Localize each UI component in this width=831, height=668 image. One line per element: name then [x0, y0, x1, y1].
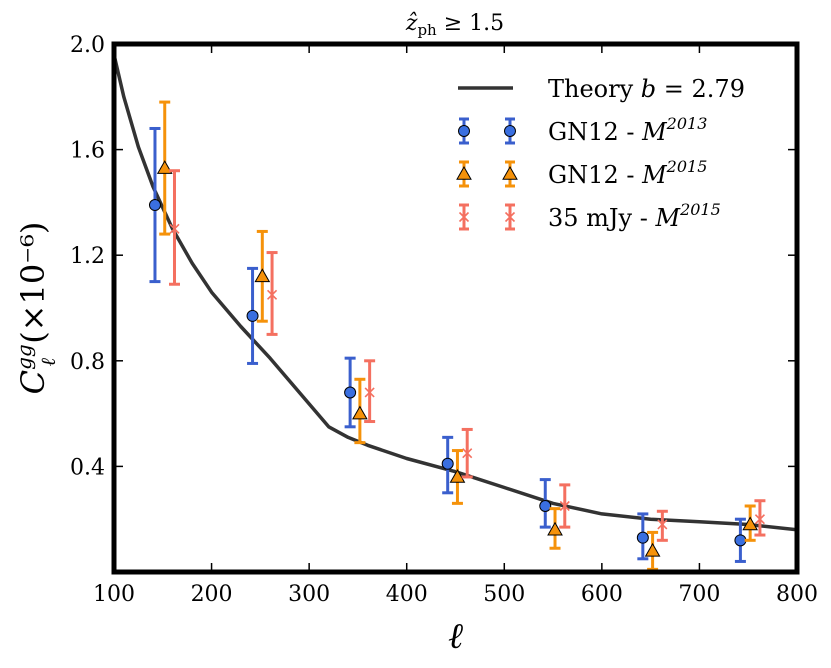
data-point [441, 457, 454, 470]
data-point [156, 160, 173, 174]
data-point [267, 289, 278, 300]
legend-marker [456, 165, 472, 180]
x-tick-label: 200 [191, 582, 233, 607]
data-point [169, 223, 180, 234]
y-axis-label: Cggℓ (×10⁻⁶) [12, 222, 60, 395]
data-point [636, 531, 649, 544]
series-3 [168, 169, 766, 542]
error-bar [168, 169, 180, 286]
x-tick-label: 800 [776, 582, 818, 607]
x-tick-label: 100 [93, 582, 135, 607]
legend-label: GN12 - M2013 [548, 114, 707, 146]
data-point [352, 405, 368, 420]
data-point [644, 542, 661, 557]
y-tick-label: 1.6 [70, 139, 105, 164]
x-tick-label: 500 [483, 582, 525, 607]
axes: 100 200 300 400 500 600 700 800 0.4 0.8 1.2 1.6 2.0 [70, 33, 818, 607]
legend-marker [504, 125, 516, 137]
plot-area [114, 52, 797, 571]
data-point [742, 516, 759, 531]
data-point [547, 521, 563, 536]
error-bar [754, 499, 766, 537]
legend-marker [504, 211, 516, 223]
data-point [148, 199, 161, 212]
legend-item-theory: Theory b = 2.79 [458, 75, 745, 103]
data-point [254, 268, 271, 283]
error-bar [266, 251, 278, 336]
y-tick-label: 0.8 [70, 350, 105, 375]
legend: Theory b = 2.79 GN12 - M2013 GN12 - M2015 3… [456, 75, 745, 232]
plot-frame [111, 41, 800, 575]
data-point [449, 468, 466, 483]
series-2 [156, 100, 759, 571]
data-point [462, 448, 473, 459]
data-point [559, 500, 570, 512]
legend-label: 35 mJy - M2015 [548, 200, 721, 232]
legend-marker [502, 165, 518, 180]
x-tick-label: 400 [386, 582, 428, 607]
legend-marker [458, 125, 470, 137]
x-tick-label: 700 [678, 582, 720, 607]
y-tick-label: 1.2 [70, 244, 105, 269]
error-bar [656, 509, 668, 542]
y-tick-label: 0.4 [70, 455, 105, 480]
axis-labels: ẑph ≥ 1.5 ℓ Cggℓ (×10⁻⁶) [12, 11, 504, 657]
series-1 [148, 126, 747, 563]
data-point [364, 387, 375, 398]
legend-label: GN12 - M2015 [548, 157, 707, 189]
data-point [657, 519, 668, 530]
data-point [344, 386, 357, 399]
x-axis-label: ℓ [448, 616, 463, 657]
error-bar [364, 359, 376, 424]
theory-curve [114, 52, 797, 532]
legend-item-3: 35 mJy - M2015 [458, 200, 721, 232]
x-tick-label: 600 [581, 582, 623, 607]
y-tick-label: 2.0 [70, 33, 105, 58]
x-tick-label: 300 [288, 582, 330, 607]
legend-marker [458, 211, 470, 223]
data-point [539, 500, 552, 512]
legend-label: Theory b = 2.79 [548, 75, 745, 103]
data-point [734, 534, 747, 547]
legend-item-1: GN12 - M2013 [458, 114, 707, 146]
legend-item-2: GN12 - M2015 [456, 157, 707, 189]
chart-title: ẑph ≥ 1.5 [405, 11, 504, 39]
data-point [754, 514, 765, 525]
data-point [246, 309, 259, 322]
